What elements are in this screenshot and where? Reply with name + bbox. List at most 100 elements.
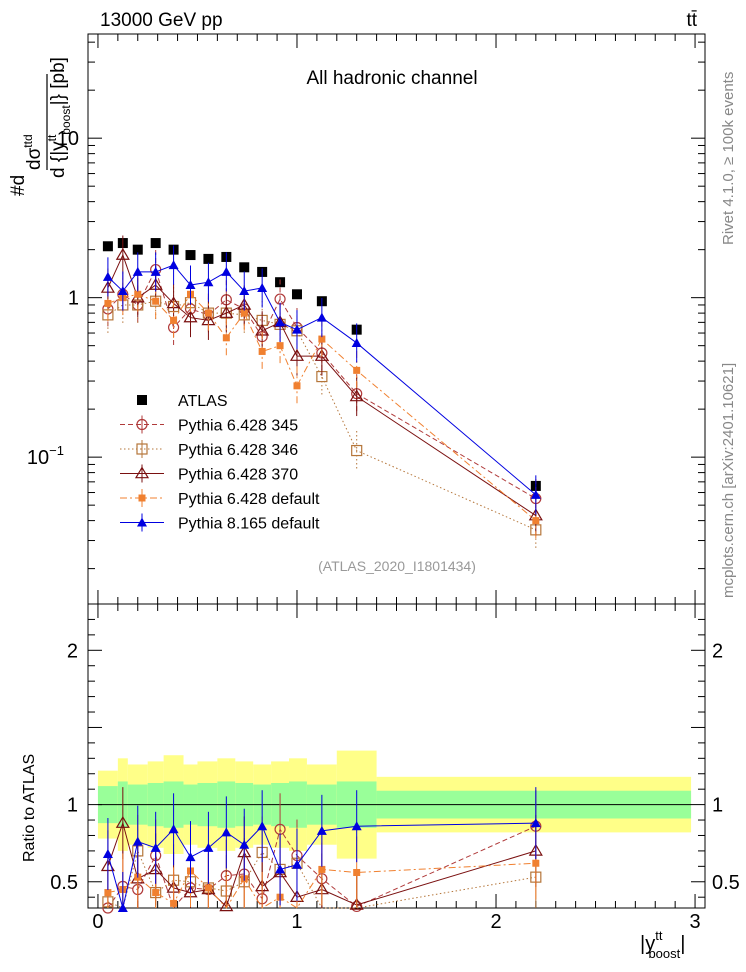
main-data-point bbox=[239, 286, 250, 296]
legend-label: ATLAS bbox=[178, 393, 228, 410]
ratio-y-tick-label-right: 0.5 bbox=[712, 872, 740, 894]
x-tick-label: 2 bbox=[490, 911, 501, 933]
ratio-data-point bbox=[115, 815, 130, 828]
main-data-point bbox=[275, 317, 286, 327]
energy-label: 13000 GeV pp bbox=[100, 10, 223, 31]
legend-label: Pythia 8.165 default bbox=[178, 516, 320, 533]
main-data-point bbox=[115, 247, 130, 260]
main-data-point bbox=[276, 342, 284, 350]
x-tick-label: 3 bbox=[689, 911, 700, 933]
ratio-data-point bbox=[102, 848, 113, 858]
legend-marker bbox=[138, 494, 146, 502]
main-data-point bbox=[222, 334, 230, 342]
ratio-data-point bbox=[150, 842, 161, 852]
main-data-point bbox=[102, 241, 113, 252]
x-axis-label: |ytt boost| bbox=[640, 928, 685, 961]
main-series-p345 bbox=[102, 250, 542, 519]
main-data-point bbox=[316, 312, 327, 322]
ratio-data-point bbox=[316, 825, 327, 835]
main-data-point bbox=[203, 253, 214, 264]
main-data-point bbox=[134, 290, 142, 298]
main-data-point bbox=[289, 348, 305, 361]
main-plot-marks bbox=[100, 235, 543, 550]
ratio-y-axis-label: Ratio to ATLAS bbox=[21, 754, 38, 862]
channel-label: All hadronic channel bbox=[306, 68, 477, 89]
main-data-point bbox=[204, 309, 212, 317]
main-series-line bbox=[107, 293, 537, 521]
ratio-data-point bbox=[152, 889, 160, 897]
main-data-point bbox=[185, 280, 196, 290]
legend-entry-p370: Pythia 6.428 370 bbox=[120, 464, 298, 484]
legend-marker bbox=[137, 517, 147, 527]
ratio-plot-marks bbox=[100, 787, 543, 914]
ratio-y-tick-label: 2 bbox=[67, 640, 78, 662]
legend-label: Pythia 6.428 default bbox=[178, 491, 320, 508]
main-data-point bbox=[185, 250, 196, 261]
main-y-tick-label: 10 bbox=[57, 128, 79, 150]
axes: 0 1 2 3 10 1 10−1 2 2 1 1 0.5 0.5 bbox=[27, 34, 740, 933]
main-data-point bbox=[258, 347, 266, 355]
legend-marker bbox=[137, 395, 147, 405]
legend-label: Pythia 6.428 346 bbox=[178, 442, 298, 459]
legend-entry-ATLAS: ATLAS bbox=[137, 393, 228, 410]
ratio-data-point bbox=[353, 869, 361, 877]
main-data-point bbox=[132, 244, 143, 255]
process-label: tt̄ bbox=[686, 10, 697, 31]
ratio-data-point bbox=[170, 899, 178, 907]
ratio-data-point bbox=[275, 864, 286, 874]
ratio-data-point bbox=[204, 884, 212, 892]
main-data-point bbox=[102, 271, 113, 281]
ratio-data-point bbox=[239, 839, 250, 849]
main-data-point bbox=[219, 305, 234, 318]
main-data-point bbox=[293, 382, 301, 390]
main-data-point bbox=[351, 444, 363, 457]
x-axis-label-text: |ytt boost| bbox=[640, 928, 685, 961]
legend-entry-p6def: Pythia 6.428 default bbox=[120, 489, 320, 508]
ratio-y-tick-label-right: 1 bbox=[712, 795, 723, 817]
ratio-y-tick-label: 0.5 bbox=[50, 872, 78, 894]
main-data-point bbox=[353, 366, 361, 374]
ratio-y-tick-label-right: 2 bbox=[712, 640, 723, 662]
main-data-point bbox=[168, 260, 179, 270]
x-tick-label: 0 bbox=[92, 911, 103, 933]
main-data-point bbox=[150, 238, 161, 249]
main-data-point bbox=[257, 282, 268, 292]
ratio-data-point bbox=[349, 897, 364, 910]
main-data-point bbox=[183, 310, 198, 323]
main-data-point bbox=[104, 299, 112, 307]
ratio-data-point bbox=[168, 824, 179, 834]
main-data-point bbox=[170, 316, 178, 324]
main-data-point bbox=[318, 335, 326, 343]
legend-entry-p346: Pythia 6.428 346 bbox=[120, 440, 298, 459]
legend-label: Pythia 6.428 345 bbox=[178, 418, 298, 435]
ratio-data-point bbox=[203, 842, 214, 852]
main-y-tick-label: 10−1 bbox=[27, 443, 64, 469]
main-data-point bbox=[239, 262, 250, 273]
legend-marker bbox=[134, 466, 150, 479]
legend-entry-p8def: Pythia 8.165 default bbox=[120, 513, 320, 533]
x-tick-label: 1 bbox=[291, 911, 302, 933]
main-series-p8def bbox=[102, 245, 541, 515]
ratio-y-tick-label: 1 bbox=[67, 795, 78, 817]
legend: ATLAS Pythia 6.428 345 Pythia 6.428 346 Pyt… bbox=[120, 393, 320, 533]
ratio-data-point bbox=[257, 821, 268, 831]
main-data-point bbox=[221, 266, 232, 276]
main-data-point bbox=[532, 517, 540, 525]
main-data-point bbox=[349, 389, 364, 402]
ratio-data-point bbox=[104, 889, 112, 897]
main-y-tick-label: 1 bbox=[68, 288, 79, 310]
main-data-point bbox=[132, 266, 143, 276]
main-data-point bbox=[530, 489, 541, 499]
legend-entry-p345: Pythia 6.428 345 bbox=[120, 415, 298, 435]
main-data-point bbox=[291, 324, 302, 334]
main-data-point bbox=[152, 297, 160, 305]
main-data-point bbox=[117, 286, 128, 296]
ratio-data-point bbox=[221, 827, 232, 837]
side-label-rivet: Rivet 4.1.0, ≥ 100k events bbox=[720, 72, 737, 245]
ratio-bands bbox=[97, 750, 692, 859]
ratio-data-point bbox=[132, 836, 143, 846]
legend-marker bbox=[136, 418, 148, 431]
main-data-point bbox=[240, 309, 248, 317]
side-label-site: mcplots.cern.ch [arXiv:2401.10621] bbox=[720, 363, 737, 598]
